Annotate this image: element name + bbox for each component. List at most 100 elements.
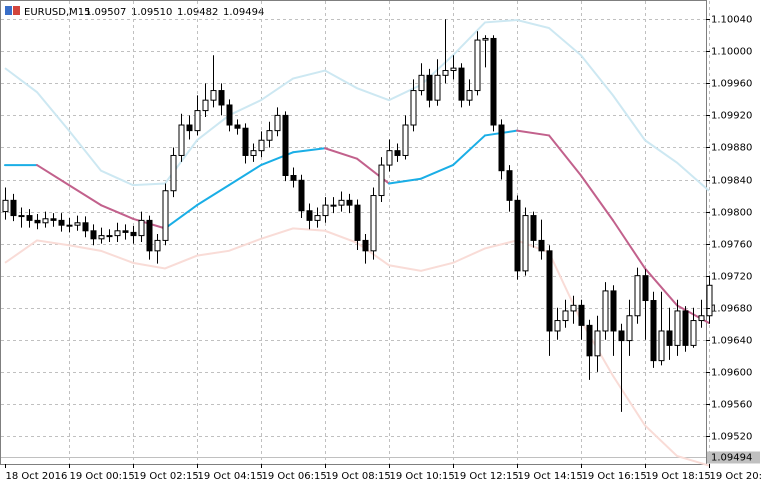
candle-body (498, 124, 505, 172)
candle-body (162, 190, 169, 241)
candle-body (202, 99, 209, 112)
candle-body (98, 235, 105, 240)
y-tick-label: 1.09840 (711, 176, 752, 187)
x-tick-label: 19 Oct 06:15 (262, 471, 327, 482)
candle-body (426, 74, 433, 101)
y-tick-label: 1.10040 (711, 15, 752, 26)
x-tick-label: 19 Oct 18:15 (646, 471, 711, 482)
x-tick-label: 19 Oct 20:15 (710, 471, 761, 482)
candle-body (18, 215, 25, 218)
candle-body (546, 250, 553, 332)
candle-body (170, 154, 177, 192)
candle-body (122, 230, 129, 233)
candle-body (322, 204, 329, 217)
candle-body (434, 74, 441, 101)
candle-body (10, 199, 17, 217)
symbol: EURUSD,M15 (24, 7, 90, 18)
candle-body (194, 110, 201, 132)
band-line (4, 19, 710, 192)
x-tick-label: 19 Oct 10:15 (390, 471, 455, 482)
candle-body (690, 320, 697, 346)
candle-body (370, 195, 377, 252)
x-tick-label: 19 Oct 14:15 (518, 471, 583, 482)
middle-band-segment (196, 184, 230, 207)
y-tick-label: 1.10000 (711, 47, 752, 58)
candle-body (186, 124, 193, 132)
candle-body (154, 239, 161, 252)
candle-body (274, 114, 281, 132)
candle-body (586, 324, 593, 357)
y-tick-label: 1.09760 (711, 240, 752, 251)
candle-body (74, 222, 81, 226)
candle-body (210, 90, 217, 101)
candle-body (666, 330, 673, 346)
candle-body (698, 315, 705, 322)
candle-body (674, 310, 681, 346)
y-tick-label: 1.09600 (711, 368, 752, 379)
candle-body (682, 310, 689, 346)
ohlc-value: 1.09482 (177, 7, 218, 18)
middle-band-segment (292, 147, 326, 154)
x-tick-label: 19 Oct 04:15 (198, 471, 263, 482)
candle-body (626, 315, 633, 342)
candle-body (458, 67, 465, 101)
candle-body (354, 204, 361, 241)
middle-band-segment (68, 184, 102, 207)
candle-body (218, 90, 225, 106)
candle-body (418, 74, 425, 92)
y-tick-label: 1.09800 (711, 208, 752, 219)
y-tick-label: 1.09880 (711, 143, 752, 154)
candle-body (562, 310, 569, 322)
middle-band-segment (36, 164, 70, 187)
candle-body (226, 104, 233, 126)
candle-body (474, 39, 481, 92)
middle-band-segment (612, 219, 646, 270)
plot-area (1, 1, 713, 467)
candle-body (338, 199, 345, 206)
candle-body (530, 215, 537, 241)
middle-band-segment (388, 177, 422, 185)
candle-body (706, 284, 713, 317)
candle-body (554, 320, 561, 332)
candle-body (306, 210, 313, 221)
candle-body (450, 67, 457, 72)
candle-body (602, 290, 609, 332)
candle-body (234, 124, 241, 129)
candle-body (394, 150, 401, 156)
candle-body (402, 124, 409, 156)
candle-body (650, 300, 657, 362)
candle-body (26, 215, 33, 221)
candle-body (386, 150, 393, 166)
candle-body (330, 204, 337, 207)
candle-body (114, 230, 121, 237)
candle-body (642, 275, 649, 302)
x-tick-label: 19 Oct 02:15 (134, 471, 199, 482)
x-tick-label: 19 Oct 00:15 (70, 471, 135, 482)
symbol-icon (5, 6, 20, 15)
ohlc-value: 1.09507 (85, 7, 126, 18)
x-tick-label: 19 Oct 12:15 (454, 471, 519, 482)
y-tick-label: 1.09680 (711, 304, 752, 315)
middle-band-segment (516, 129, 550, 137)
middle-band-segment (644, 267, 678, 307)
candle-body (538, 239, 545, 252)
ohlc-value: 1.09494 (223, 7, 264, 18)
middle-band-segment (324, 147, 358, 160)
candle-body (506, 170, 513, 201)
candle-body (266, 130, 273, 141)
candle-body (594, 330, 601, 357)
current-price-label: 1.09494 (711, 453, 752, 464)
candle-body (58, 219, 65, 226)
candle-body (34, 219, 41, 224)
candle-body (578, 304, 585, 326)
middle-band-segment (452, 134, 486, 167)
candle-body (258, 139, 265, 152)
candle-body (66, 224, 73, 227)
candle-body (490, 37, 497, 126)
middle-band-segment (580, 174, 614, 222)
middle-band-segment (548, 134, 582, 177)
candle-body (298, 179, 305, 212)
candle-body (314, 215, 321, 221)
middle-band-segment (100, 204, 134, 220)
